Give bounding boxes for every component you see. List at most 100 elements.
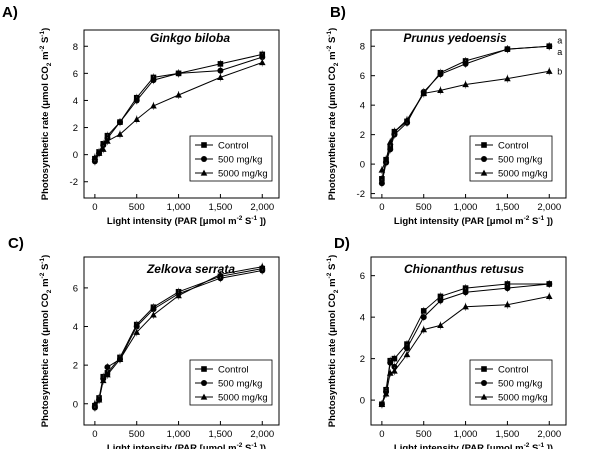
legend-entry: 5000 mg/kg [498,393,548,404]
chart-panel: 0 500 1,000 1,500 2,000 -2 0 2 4 6 8 B) Prunus yedoe… [326,4,567,227]
data-point [91,400,99,407]
data-point [404,341,410,347]
data-point [133,116,141,123]
legend-marker [201,366,207,372]
series-line [381,70,550,171]
data-point [217,67,224,74]
data-point [437,87,444,94]
legend-entry: Control [498,141,529,152]
data-point [391,355,398,362]
panel-label: D) [334,235,350,252]
data-point [382,390,390,397]
data-point [504,75,511,82]
data-point [462,289,469,296]
data-point [391,367,398,374]
data-point [91,153,99,160]
panel-label: A) [2,4,18,21]
data-point [462,81,469,88]
data-point [437,297,444,304]
data-point [437,322,444,329]
x-axis-label: Light intensity (PAR [μmol m-2 S-1 ]) [107,215,266,227]
legend-entry: Control [218,141,249,152]
data-point [378,400,386,407]
data-point [175,292,182,299]
chart-title: Ginkgo biloba [150,31,230,45]
data-point [437,71,444,78]
data-point [462,60,469,67]
x-tick-label: 500 [416,202,432,213]
y-tick-label: -2 [357,189,365,200]
y-tick-label: 8 [73,42,78,53]
legend-marker [201,142,207,148]
y-axis-label: Photosynthetic rate (μmol CO2 m-2 S-1) [39,255,53,428]
data-point [379,176,385,182]
x-tick-label: 500 [129,202,145,213]
data-point [386,369,394,376]
y-tick-label: 2 [360,354,365,365]
data-point [258,59,266,66]
data-point [175,70,182,77]
x-tick-label: 1,000 [167,429,191,440]
chart-title: Chionanthus retusus [404,262,524,276]
y-tick-label: 2 [360,130,365,141]
y-tick-label: 6 [360,71,365,82]
data-point [546,43,553,50]
data-point [437,293,444,300]
y-tick-label: 4 [360,101,365,112]
legend-marker [481,366,487,372]
series-line [381,295,550,405]
plot-frame [83,29,280,199]
data-point [133,97,140,104]
legend-marker [481,142,487,148]
x-tick-label: 1,500 [209,429,233,440]
data-point [420,326,428,333]
legend-entry: Control [498,365,529,376]
legend-entry: 500 mg/kg [218,379,262,390]
data-point [116,119,123,126]
legend-marker [480,169,488,176]
data-point [150,306,157,313]
legend-marker [201,156,207,162]
data-point [403,351,411,358]
data-point [504,46,511,53]
legend-entry: Control [218,365,249,376]
data-point [99,145,107,152]
x-tick-label: 0 [92,429,97,440]
y-tick-label: 0 [73,399,78,410]
data-point [382,156,390,163]
series-line [94,56,263,162]
data-point [504,285,511,292]
plot-frame [83,256,280,426]
data-point [259,54,266,61]
data-point [95,149,103,156]
y-tick-label: 0 [360,396,365,407]
series-line [94,266,263,405]
x-tick-label: 1,000 [454,202,478,213]
x-axis-label: Light intensity (PAR [μmol m-2 S-1 ]) [107,442,266,449]
series-line [94,53,263,159]
legend-marker [481,156,487,162]
y-tick-label: 6 [73,69,78,80]
plot-frame [370,29,567,199]
x-tick-label: 1,500 [209,202,233,213]
data-point [545,293,553,300]
data-point [504,281,511,287]
data-point [420,314,427,321]
data-point [104,137,111,144]
data-point [116,355,124,362]
chart-panel: 0 500 1,000 1,500 2,000 -2 0 2 4 6 8 A) Ginkgo bilob… [2,4,280,227]
x-tick-label: 1,000 [454,429,478,440]
data-point [387,359,394,366]
data-point [217,61,224,67]
y-tick-label: 4 [360,313,365,324]
data-point [217,270,224,277]
data-point [150,102,157,109]
chart-panel: 0 500 1,000 1,500 2,000 0 2 4 6 C) Zelkova serrata… [8,235,280,449]
legend-entry: 5000 mg/kg [218,169,268,180]
significance-label: a [557,35,562,45]
legend-entry: 5000 mg/kg [498,169,548,180]
y-axis-label: Photosynthetic rate (μmol CO2 m-2 S-1) [326,28,340,201]
data-point [378,180,385,187]
x-tick-label: 1,000 [167,202,191,213]
legend-marker [480,393,488,400]
